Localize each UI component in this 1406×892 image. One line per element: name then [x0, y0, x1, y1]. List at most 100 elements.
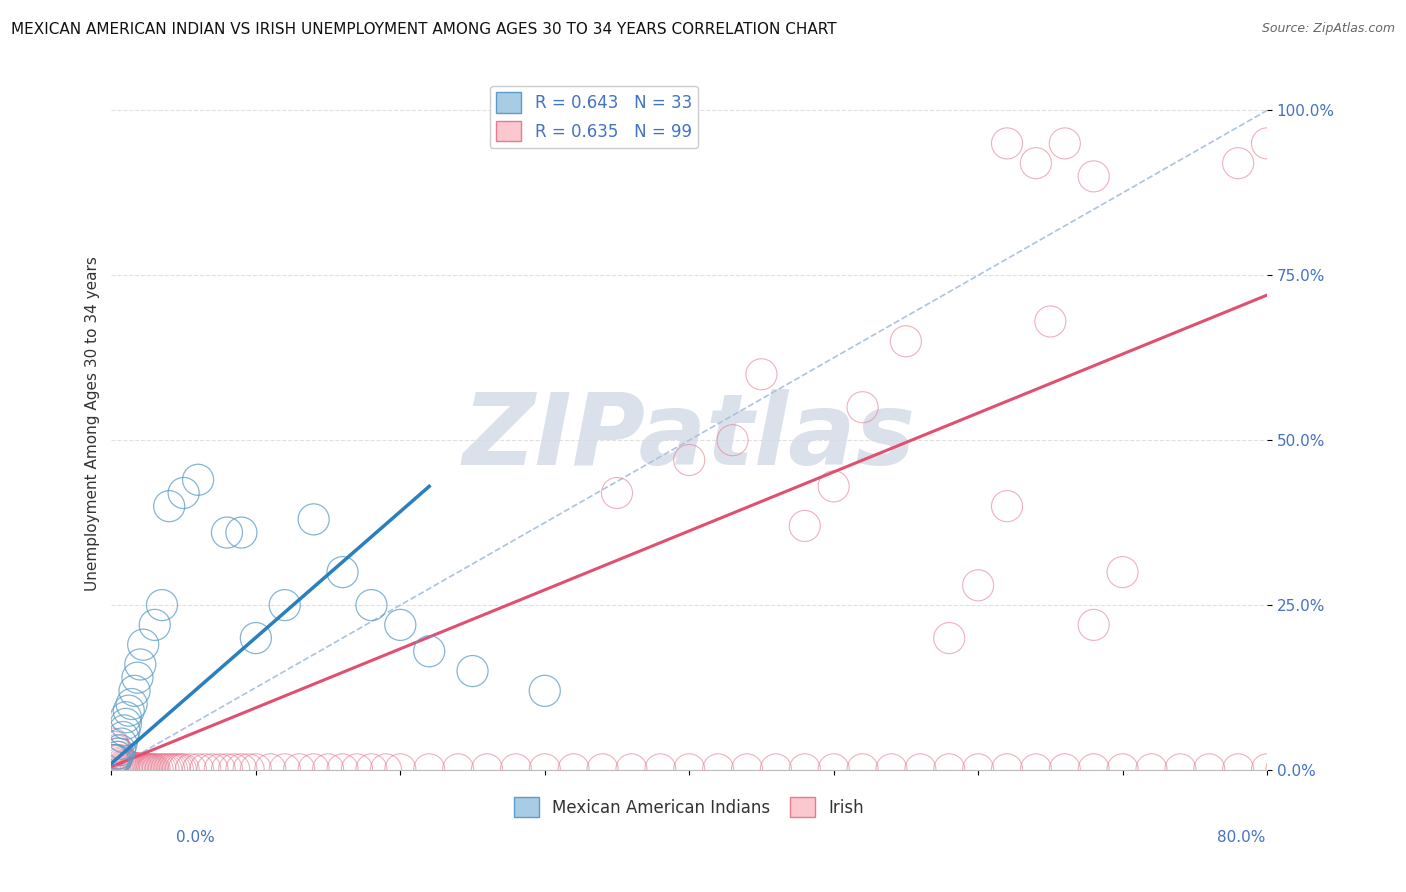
Point — [1371, 762, 1393, 776]
Point — [132, 762, 155, 776]
Point — [1227, 156, 1250, 170]
Point — [1198, 762, 1220, 776]
Point — [194, 762, 217, 776]
Point — [1386, 762, 1406, 776]
Point — [135, 762, 157, 776]
Point — [108, 753, 131, 767]
Point — [118, 760, 141, 774]
Y-axis label: Unemployment Among Ages 30 to 34 years: Unemployment Among Ages 30 to 34 years — [86, 256, 100, 591]
Point — [562, 762, 585, 776]
Point — [139, 762, 162, 776]
Point — [1083, 618, 1105, 632]
Point — [447, 762, 470, 776]
Point — [995, 762, 1018, 776]
Point — [751, 368, 773, 382]
Point — [122, 761, 145, 775]
Point — [215, 762, 238, 776]
Text: MEXICAN AMERICAN INDIAN VS IRISH UNEMPLOYMENT AMONG AGES 30 TO 34 YEARS CORRELAT: MEXICAN AMERICAN INDIAN VS IRISH UNEMPLO… — [11, 22, 837, 37]
Point — [1343, 762, 1365, 776]
Point — [134, 762, 156, 776]
Point — [374, 762, 396, 776]
Text: ZIPatlas: ZIPatlas — [463, 389, 915, 486]
Point — [127, 762, 149, 776]
Point — [475, 762, 498, 776]
Point — [245, 631, 267, 645]
Point — [107, 747, 129, 761]
Point — [208, 762, 231, 776]
Point — [793, 762, 815, 776]
Point — [1111, 565, 1133, 579]
Point — [110, 737, 132, 751]
Point — [124, 761, 146, 775]
Point — [1053, 136, 1076, 151]
Point — [129, 762, 152, 776]
Point — [707, 762, 730, 776]
Point — [1170, 762, 1192, 776]
Point — [721, 434, 744, 448]
Point — [1140, 762, 1163, 776]
Point — [146, 762, 169, 776]
Point — [187, 473, 209, 487]
Point — [157, 762, 180, 776]
Point — [104, 743, 127, 757]
Point — [115, 758, 138, 772]
Point — [103, 753, 125, 767]
Text: 80.0%: 80.0% — [1218, 830, 1265, 845]
Point — [995, 136, 1018, 151]
Point — [938, 762, 960, 776]
Point — [163, 762, 186, 776]
Point — [117, 759, 139, 773]
Point — [215, 525, 238, 540]
Point — [143, 762, 166, 776]
Point — [967, 578, 990, 592]
Point — [231, 762, 253, 776]
Point — [124, 683, 146, 698]
Point — [823, 479, 845, 493]
Point — [620, 762, 643, 776]
Point — [112, 757, 135, 772]
Point — [1083, 762, 1105, 776]
Point — [678, 453, 700, 467]
Point — [128, 762, 150, 776]
Point — [533, 762, 555, 776]
Point — [1270, 762, 1292, 776]
Point — [136, 762, 159, 776]
Point — [138, 762, 160, 776]
Point — [1083, 169, 1105, 184]
Point — [245, 762, 267, 776]
Point — [288, 762, 311, 776]
Point — [118, 704, 141, 718]
Point — [1025, 762, 1047, 776]
Point — [201, 762, 224, 776]
Point — [115, 716, 138, 731]
Point — [418, 762, 440, 776]
Point — [105, 749, 128, 764]
Point — [150, 598, 173, 612]
Point — [149, 762, 172, 776]
Point — [592, 762, 614, 776]
Point — [533, 683, 555, 698]
Point — [143, 618, 166, 632]
Point — [101, 737, 124, 751]
Point — [1111, 762, 1133, 776]
Point — [173, 762, 195, 776]
Point — [167, 762, 190, 776]
Point — [259, 762, 281, 776]
Point — [418, 644, 440, 658]
Point — [157, 499, 180, 513]
Point — [346, 762, 368, 776]
Point — [678, 762, 700, 776]
Point — [129, 657, 152, 672]
Point — [115, 710, 138, 724]
Point — [187, 762, 209, 776]
Point — [302, 512, 325, 526]
Point — [110, 755, 132, 769]
Point — [1357, 762, 1379, 776]
Point — [152, 762, 174, 776]
Point — [120, 760, 142, 774]
Text: Source: ZipAtlas.com: Source: ZipAtlas.com — [1261, 22, 1395, 36]
Point — [302, 762, 325, 776]
Point — [1299, 762, 1322, 776]
Point — [360, 598, 382, 612]
Text: 0.0%: 0.0% — [176, 830, 215, 845]
